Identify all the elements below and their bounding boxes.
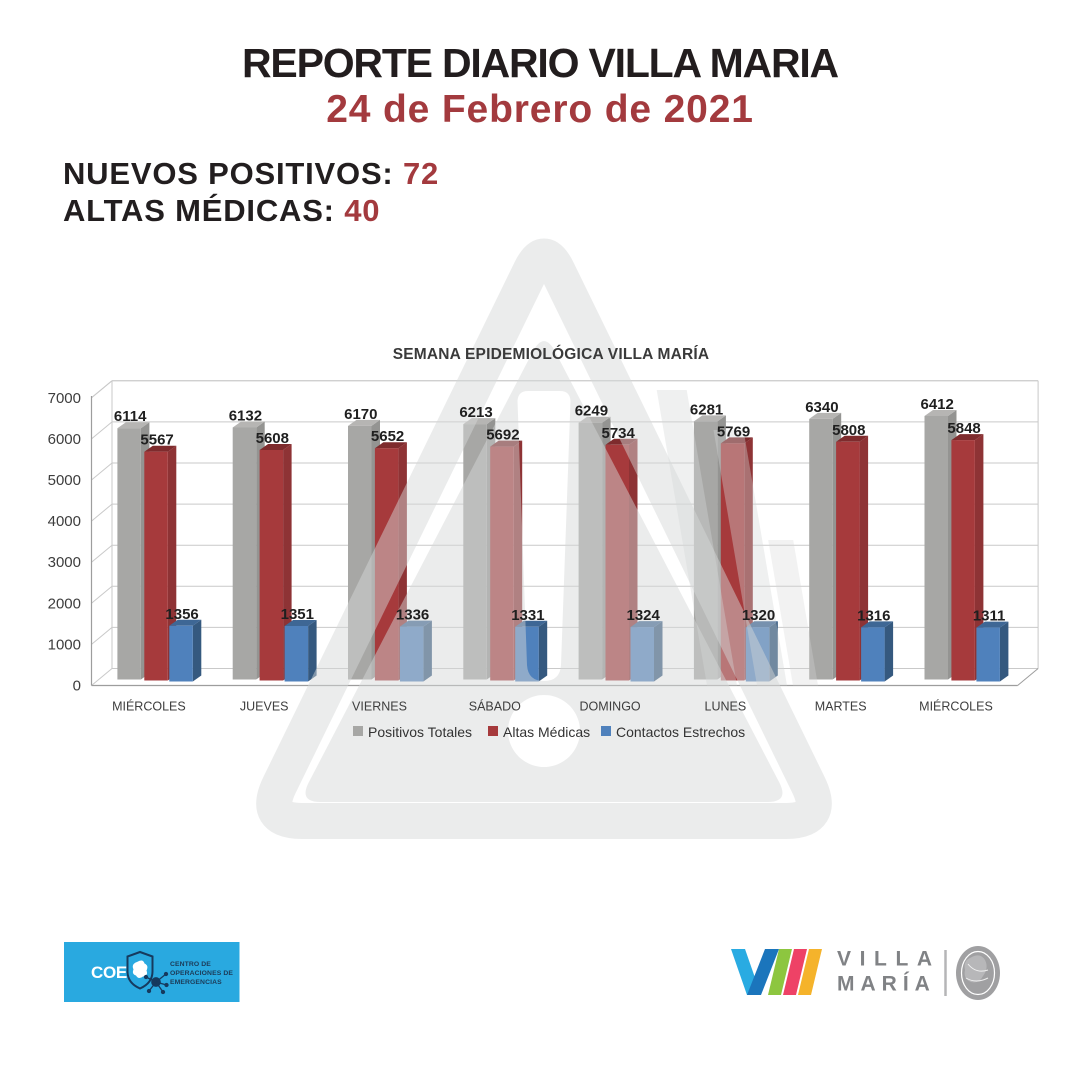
svg-text:5000: 5000 (48, 472, 81, 489)
svg-text:5808: 5808 (832, 422, 865, 439)
svg-text:5692: 5692 (486, 427, 519, 444)
svg-text:1311: 1311 (973, 608, 1006, 625)
svg-text:5608: 5608 (256, 430, 289, 447)
svg-text:5734: 5734 (602, 425, 636, 442)
svg-text:Contactos Estrechos: Contactos Estrechos (616, 724, 745, 740)
svg-text:1316: 1316 (857, 607, 890, 624)
svg-text:1320: 1320 (742, 607, 775, 624)
svg-text:VIERNES: VIERNES (352, 700, 407, 714)
svg-text:1336: 1336 (396, 607, 429, 624)
svg-text:6249: 6249 (575, 403, 608, 420)
svg-text:5567: 5567 (140, 432, 173, 449)
svg-text:7000: 7000 (48, 390, 81, 407)
svg-text:1000: 1000 (48, 636, 81, 653)
svg-text:6132: 6132 (229, 408, 262, 425)
svg-text:COE: COE (91, 963, 127, 982)
svg-text:CENTRO DE: CENTRO DE (170, 961, 211, 968)
svg-text:MARTES: MARTES (815, 700, 867, 714)
svg-text:LUNES: LUNES (705, 700, 747, 714)
svg-text:2000: 2000 (48, 595, 81, 612)
svg-text:6000: 6000 (48, 431, 81, 448)
svg-text:Altas Médicas: Altas Médicas (503, 724, 590, 740)
svg-text:6213: 6213 (459, 404, 492, 421)
svg-text:3000: 3000 (48, 554, 81, 571)
svg-text:SÁBADO: SÁBADO (469, 699, 521, 714)
svg-text:5769: 5769 (717, 423, 750, 440)
svg-text:MIÉRCOLES: MIÉRCOLES (919, 699, 993, 714)
svg-text:1324: 1324 (627, 607, 661, 624)
svg-text:MIÉRCOLES: MIÉRCOLES (112, 699, 186, 714)
svg-text:1356: 1356 (165, 606, 198, 623)
svg-text:JUEVES: JUEVES (240, 700, 289, 714)
svg-text:VILLA: VILLA (837, 948, 941, 971)
svg-text:EMERGENCIAS: EMERGENCIAS (170, 979, 222, 986)
svg-text:SEMANA EPIDEMIOLÓGICA VILLA MA: SEMANA EPIDEMIOLÓGICA VILLA MARÍA (393, 345, 710, 363)
svg-text:0: 0 (73, 678, 81, 695)
svg-text:4000: 4000 (48, 513, 81, 530)
svg-text:6340: 6340 (805, 399, 838, 416)
svg-text:5848: 5848 (947, 420, 980, 437)
svg-text:1331: 1331 (511, 607, 544, 624)
svg-text:Positivos Totales: Positivos Totales (368, 724, 472, 740)
svg-text:5652: 5652 (371, 428, 404, 445)
svg-text:6412: 6412 (921, 396, 954, 413)
svg-text:6281: 6281 (690, 401, 723, 418)
svg-text:DOMINGO: DOMINGO (580, 700, 641, 714)
svg-text:1351: 1351 (281, 606, 314, 623)
svg-text:6170: 6170 (344, 406, 377, 423)
svg-text:6114: 6114 (114, 408, 147, 425)
svg-text:OPERACIONES DE: OPERACIONES DE (170, 970, 233, 977)
svg-text:MARÍA: MARÍA (837, 973, 936, 996)
